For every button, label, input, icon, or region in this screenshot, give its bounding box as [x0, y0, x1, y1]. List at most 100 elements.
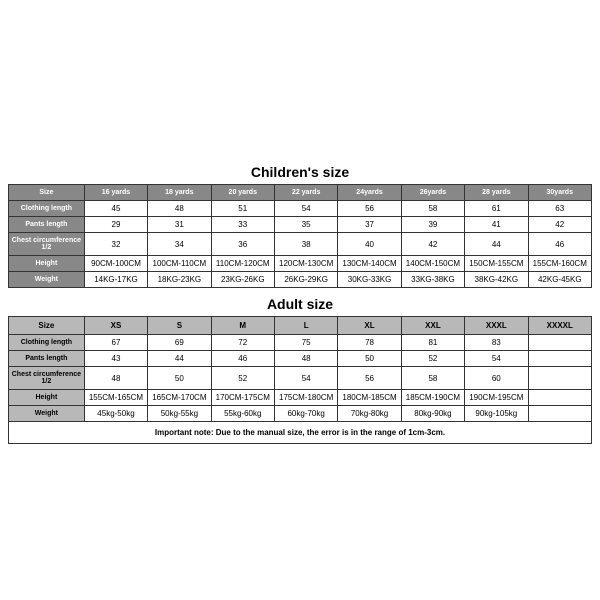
cell: 50	[338, 351, 401, 367]
cell: 32	[84, 233, 147, 256]
col-header: XL	[338, 317, 401, 335]
cell: 40	[338, 233, 401, 256]
col-header: 16 yards	[84, 185, 147, 201]
cell: 36	[211, 233, 274, 256]
cell: 56	[338, 367, 401, 390]
table-row: Chest circumference 1/2 48 50 52 54 56 5…	[9, 367, 592, 390]
row-label: Height	[9, 256, 85, 272]
row-label: Chest circumference 1/2	[9, 233, 85, 256]
row-label: Chest circumference 1/2	[9, 367, 85, 390]
cell	[528, 335, 591, 351]
cell: 110CM-120CM	[211, 256, 274, 272]
cell: 38	[274, 233, 337, 256]
col-header: XS	[84, 317, 147, 335]
cell: 155CM-165CM	[84, 390, 147, 406]
cell: 100CM-110CM	[148, 256, 211, 272]
cell: 63	[528, 201, 591, 217]
cell: 72	[211, 335, 274, 351]
table-row: Clothing length 67 69 72 75 78 81 83	[9, 335, 592, 351]
table-row: Clothing length 45 48 51 54 56 58 61 63	[9, 201, 592, 217]
cell: 58	[401, 201, 464, 217]
col-header: Size	[9, 185, 85, 201]
cell: 50	[148, 367, 211, 390]
cell: 33	[211, 217, 274, 233]
col-header: 20 yards	[211, 185, 274, 201]
cell: 81	[401, 335, 464, 351]
cell: 54	[274, 201, 337, 217]
cell: 185CM-190CM	[401, 390, 464, 406]
cell: 42KG-45KG	[528, 272, 591, 288]
cell: 37	[338, 217, 401, 233]
cell: 175CM-180CM	[274, 390, 337, 406]
cell: 43	[84, 351, 147, 367]
cell: 60	[465, 367, 528, 390]
cell: 48	[148, 201, 211, 217]
cell: 70kg-80kg	[338, 406, 401, 422]
row-label: Height	[9, 390, 85, 406]
cell: 14KG-17KG	[84, 272, 147, 288]
col-header: 30yards	[528, 185, 591, 201]
row-label: Pants length	[9, 217, 85, 233]
row-label: Clothing length	[9, 335, 85, 351]
cell: 190CM-195CM	[465, 390, 528, 406]
cell: 29	[84, 217, 147, 233]
cell: 80kg-90kg	[401, 406, 464, 422]
cell: 38KG-42KG	[465, 272, 528, 288]
cell: 83	[465, 335, 528, 351]
cell: 39	[401, 217, 464, 233]
cell	[528, 351, 591, 367]
cell: 23KG-26KG	[211, 272, 274, 288]
col-header: XXXL	[465, 317, 528, 335]
cell: 42	[401, 233, 464, 256]
cell: 180CM-185CM	[338, 390, 401, 406]
cell: 45kg-50kg	[84, 406, 147, 422]
cell: 60kg-70kg	[274, 406, 337, 422]
cell: 69	[148, 335, 211, 351]
cell: 67	[84, 335, 147, 351]
cell: 48	[274, 351, 337, 367]
cell: 30KG-33KG	[338, 272, 401, 288]
cell: 52	[401, 351, 464, 367]
cell	[528, 367, 591, 390]
cell: 55kg-60kg	[211, 406, 274, 422]
table-row: Height 90CM-100CM 100CM-110CM 110CM-120C…	[9, 256, 592, 272]
cell: 41	[465, 217, 528, 233]
cell: 44	[465, 233, 528, 256]
cell: 150CM-155CM	[465, 256, 528, 272]
cell: 52	[211, 367, 274, 390]
cell: 31	[148, 217, 211, 233]
col-header: 22 yards	[274, 185, 337, 201]
size-chart-page: Children's size Size 16 yards 18 yards 2…	[0, 0, 600, 600]
table-row: Pants length 43 44 46 48 50 52 54	[9, 351, 592, 367]
cell: 48	[84, 367, 147, 390]
children-header-row: Size 16 yards 18 yards 20 yards 22 yards…	[9, 185, 592, 201]
row-label: Pants length	[9, 351, 85, 367]
col-header: 26yards	[401, 185, 464, 201]
adult-title: Adult size	[8, 288, 592, 316]
cell: 140CM-150CM	[401, 256, 464, 272]
cell: 56	[338, 201, 401, 217]
cell: 18KG-23KG	[148, 272, 211, 288]
cell: 34	[148, 233, 211, 256]
cell: 50kg-55kg	[148, 406, 211, 422]
cell: 61	[465, 201, 528, 217]
cell: 46	[211, 351, 274, 367]
children-table: Size 16 yards 18 yards 20 yards 22 yards…	[8, 184, 592, 288]
cell: 170CM-175CM	[211, 390, 274, 406]
col-header: XXL	[401, 317, 464, 335]
table-row: Chest circumference 1/2 32 34 36 38 40 4…	[9, 233, 592, 256]
cell: 46	[528, 233, 591, 256]
col-header: 24yards	[338, 185, 401, 201]
cell: 75	[274, 335, 337, 351]
col-header: 18 yards	[148, 185, 211, 201]
col-header: S	[148, 317, 211, 335]
cell: 51	[211, 201, 274, 217]
cell: 26KG-29KG	[274, 272, 337, 288]
table-row: Height 155CM-165CM 165CM-170CM 170CM-175…	[9, 390, 592, 406]
adult-table: Size XS S M L XL XXL XXXL XXXXL Clothing…	[8, 316, 592, 422]
children-title: Children's size	[8, 156, 592, 184]
row-label: Weight	[9, 272, 85, 288]
row-label: Clothing length	[9, 201, 85, 217]
cell: 155CM-160CM	[528, 256, 591, 272]
cell: 35	[274, 217, 337, 233]
